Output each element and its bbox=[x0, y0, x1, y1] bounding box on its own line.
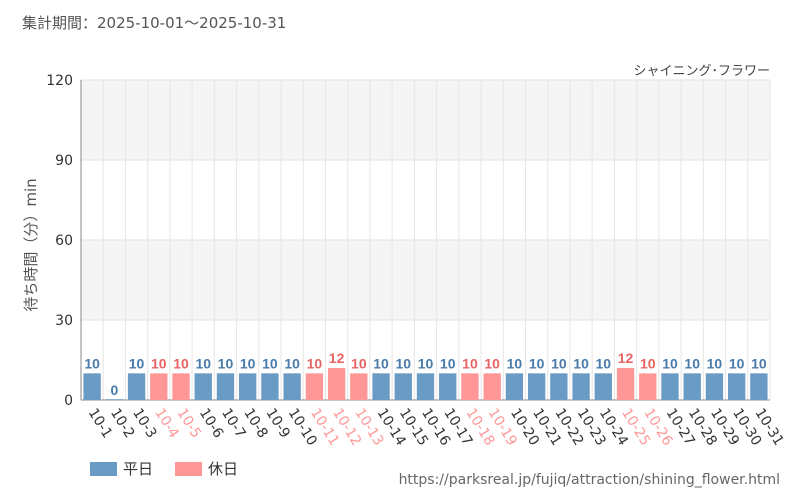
bar-value-label: 10 bbox=[707, 355, 723, 371]
plot-band bbox=[81, 80, 770, 160]
bar-value-label: 12 bbox=[618, 350, 634, 366]
bar-value-label: 10 bbox=[684, 355, 700, 371]
bar bbox=[661, 373, 679, 400]
bar-value-label: 10 bbox=[640, 355, 656, 371]
bar bbox=[683, 373, 701, 400]
bar-value-label: 12 bbox=[329, 350, 345, 366]
bar bbox=[150, 373, 168, 400]
bar-value-label: 10 bbox=[284, 355, 300, 371]
bar-value-label: 10 bbox=[307, 355, 323, 371]
bar-value-label: 10 bbox=[418, 355, 434, 371]
bar-value-label: 10 bbox=[351, 355, 367, 371]
plot-band bbox=[81, 240, 770, 320]
y-tick-label: 30 bbox=[55, 313, 73, 329]
source-url[interactable]: https://parksreal.jp/fujiq/attraction/sh… bbox=[398, 472, 780, 488]
bar-value-label: 10 bbox=[151, 355, 167, 371]
bar bbox=[327, 368, 346, 400]
legend-holiday-label: 休日 bbox=[208, 460, 239, 478]
bar-value-label: 10 bbox=[662, 355, 678, 371]
y-tick-label: 60 bbox=[55, 233, 73, 249]
bar-value-label: 0 bbox=[110, 382, 118, 398]
legend-holiday: 休日 bbox=[175, 458, 238, 479]
bar bbox=[127, 373, 146, 400]
bar-value-label: 10 bbox=[440, 355, 456, 371]
bar bbox=[305, 373, 324, 400]
bar bbox=[283, 373, 301, 400]
bar bbox=[83, 373, 101, 400]
y-tick-label: 120 bbox=[46, 73, 73, 89]
bar-value-label: 10 bbox=[240, 355, 256, 371]
bar-value-label: 10 bbox=[529, 355, 545, 371]
bar-value-label: 10 bbox=[462, 355, 478, 371]
bar bbox=[727, 373, 746, 400]
legend-weekday: 平日 bbox=[90, 458, 153, 479]
y-tick-label: 90 bbox=[55, 153, 73, 169]
bar bbox=[594, 373, 612, 400]
bar-value-label: 10 bbox=[507, 355, 523, 371]
bar-value-label: 10 bbox=[129, 355, 145, 371]
attraction-name: シャイニング･フラワー bbox=[633, 64, 770, 79]
bar bbox=[216, 373, 235, 400]
y-tick-label: 0 bbox=[64, 393, 73, 409]
legend-holiday-swatch bbox=[175, 461, 202, 476]
bar bbox=[439, 373, 457, 400]
bar-value-label: 10 bbox=[395, 355, 411, 371]
bar-value-label: 10 bbox=[551, 355, 567, 371]
bar bbox=[105, 399, 124, 400]
bar-value-label: 10 bbox=[484, 355, 500, 371]
bar bbox=[550, 373, 568, 400]
period-label: 集計期間：2025-10-01～2025-10-31 bbox=[22, 14, 287, 32]
bar bbox=[372, 373, 390, 400]
bar bbox=[750, 373, 768, 400]
bar bbox=[350, 373, 368, 400]
bar-value-label: 10 bbox=[373, 355, 389, 371]
bar bbox=[416, 373, 435, 400]
bar bbox=[527, 373, 546, 400]
bar-value-label: 10 bbox=[751, 355, 767, 371]
bar bbox=[394, 373, 412, 400]
bar-value-label: 10 bbox=[596, 355, 612, 371]
bar bbox=[461, 373, 479, 400]
bar bbox=[261, 373, 279, 400]
bar bbox=[172, 373, 190, 400]
bar bbox=[639, 373, 657, 400]
bar bbox=[572, 373, 590, 400]
y-axis-label: 待ち時間（分）min bbox=[22, 178, 40, 311]
bar bbox=[194, 373, 212, 400]
legend-weekday-swatch bbox=[90, 461, 117, 476]
bar bbox=[616, 368, 635, 400]
bar bbox=[239, 373, 257, 400]
bar-value-label: 10 bbox=[195, 355, 211, 371]
bar bbox=[505, 373, 524, 400]
legend-weekday-label: 平日 bbox=[123, 460, 154, 478]
bar-value-label: 10 bbox=[729, 355, 745, 371]
bar-value-label: 10 bbox=[173, 355, 189, 371]
bar-value-label: 10 bbox=[573, 355, 589, 371]
bar-value-label: 10 bbox=[84, 355, 100, 371]
bar bbox=[483, 373, 501, 400]
bar-value-label: 10 bbox=[218, 355, 234, 371]
bar bbox=[705, 373, 724, 400]
bar-value-label: 10 bbox=[262, 355, 278, 371]
